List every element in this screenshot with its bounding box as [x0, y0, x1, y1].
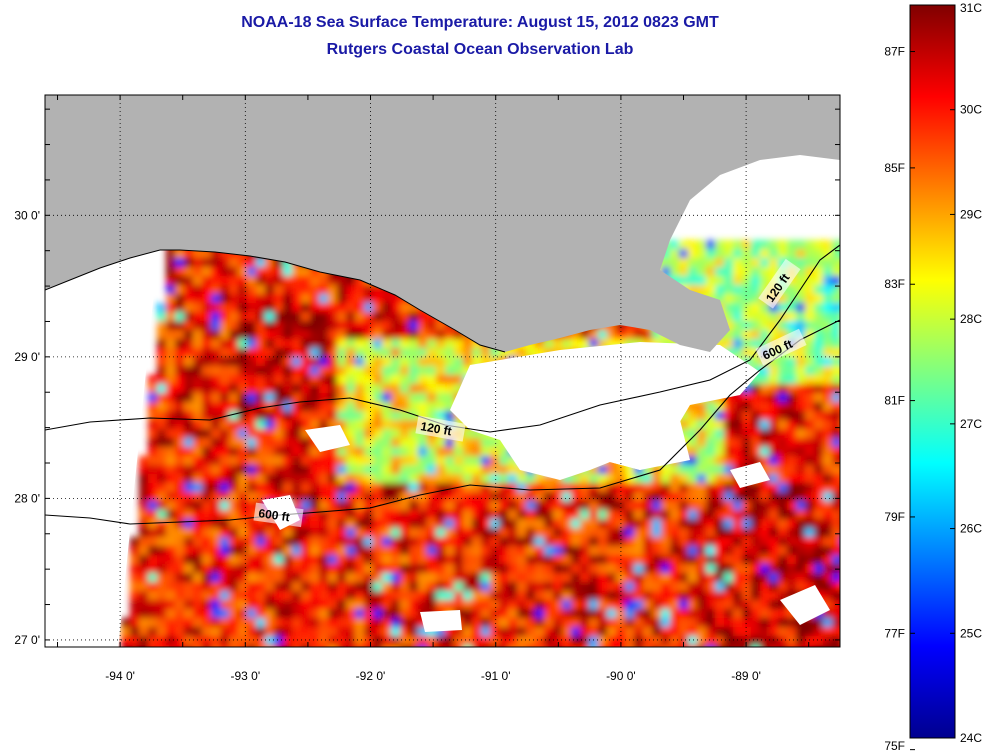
graticule: [45, 95, 840, 647]
land-mass: [45, 95, 840, 353]
contour-label: 600 ft: [258, 506, 291, 524]
celsius-label: 27C: [960, 417, 982, 431]
fahrenheit-label: 85F: [884, 161, 905, 175]
fahrenheit-label: 87F: [884, 45, 905, 59]
celsius-label: 26C: [960, 522, 982, 536]
lon-tick-label: -91 0': [481, 669, 511, 683]
map-subtitle: Rutgers Coastal Ocean Observation Lab: [326, 41, 634, 58]
map-title: NOAA-18 Sea Surface Temperature: August …: [241, 14, 719, 31]
celsius-label: 30C: [960, 103, 982, 117]
celsius-label: 28C: [960, 312, 982, 326]
lat-tick-label: 28 0': [14, 491, 40, 505]
lon-tick-label: -93 0': [230, 669, 260, 683]
lat-tick-label: 29 0': [14, 350, 40, 364]
lat-tick-label: 30 0': [14, 208, 40, 222]
lon-tick-label: -92 0': [356, 669, 386, 683]
map-axes: -94 0' -93 0' -92 0' -91 0' -90 0' -89 0' 30 0…: [14, 95, 840, 683]
celsius-label: 29C: [960, 207, 982, 221]
fahrenheit-label: 79F: [884, 510, 905, 524]
lon-tick-label: -90 0': [606, 669, 636, 683]
lat-tick-label: 27 0': [14, 633, 40, 647]
fahrenheit-label: 75F: [884, 739, 905, 753]
colorbar-labels: 31C 30C 29C 28C 27C 26C 25C 24C 87F 85F 83F 81F 79F 7…: [884, 1, 982, 753]
contour-label: 120 ft: [419, 419, 452, 438]
colorbar-scale: [909, 4, 956, 739]
fahrenheit-label: 83F: [884, 277, 905, 291]
map-frame: [44, 94, 841, 648]
fahrenheit-label: 77F: [884, 626, 905, 640]
lon-tick-label: -94 0': [105, 669, 135, 683]
fahrenheit-label: 81F: [884, 394, 905, 408]
lon-tick-label: -89 0': [731, 669, 761, 683]
celsius-label: 24C: [960, 731, 982, 745]
celsius-label: 25C: [960, 626, 982, 640]
celsius-label: 31C: [960, 1, 982, 15]
